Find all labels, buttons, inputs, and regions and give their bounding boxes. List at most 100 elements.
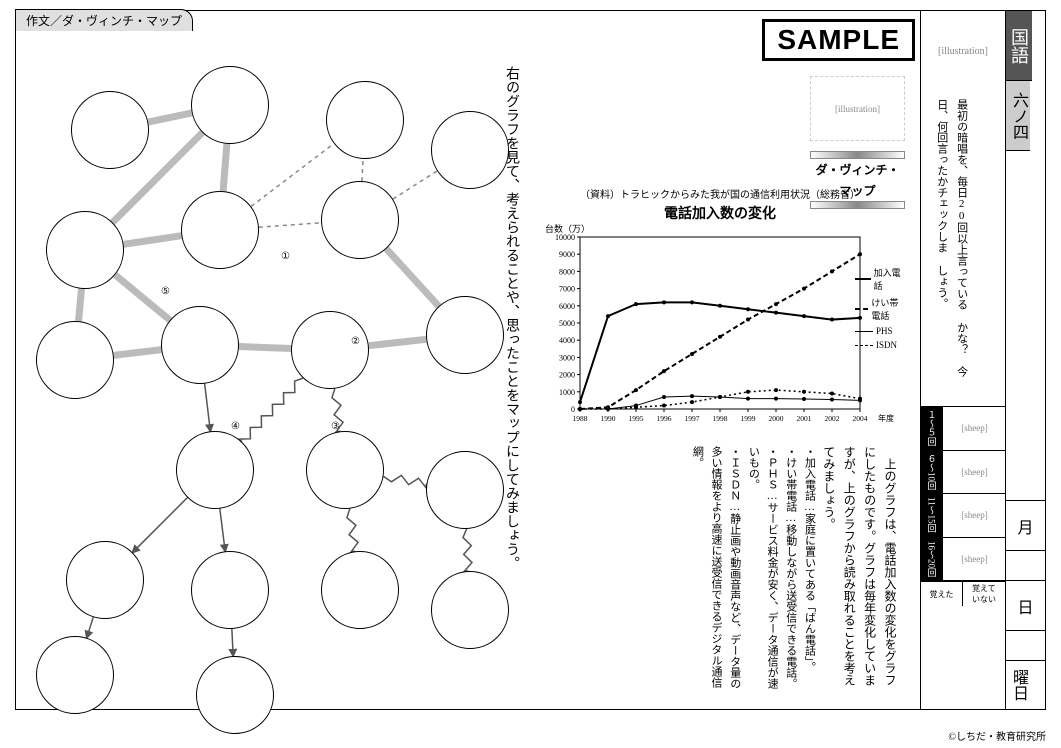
svg-text:8000: 8000 — [559, 267, 575, 276]
chart-legend: 加入電話けい帯電話 PHS ISDN — [855, 266, 905, 354]
right-column: 国語 六ノ四 月 日 曜日 — [1005, 11, 1045, 709]
map-circle[interactable] — [191, 551, 269, 629]
map-label: ④ — [231, 421, 240, 432]
map-label: ① — [281, 251, 290, 262]
svg-text:9000: 9000 — [559, 250, 575, 259]
map-circle[interactable] — [291, 311, 369, 389]
svg-text:2001: 2001 — [797, 414, 812, 423]
svg-text:7000: 7000 — [559, 285, 575, 294]
range-label: ６～10回 — [921, 451, 943, 495]
map-circle[interactable] — [71, 91, 149, 169]
map-circle[interactable] — [426, 296, 504, 374]
remember-row: 覚えた 覚えて いない — [921, 581, 1005, 606]
map-label: ⑤ — [161, 286, 170, 297]
advice-l1: 最初の暗唱を、毎日20回以上言っている — [956, 99, 968, 310]
check-grid: １～５回[sheep]６～10回[sheep]11～15回[sheep]16～2… — [921, 406, 1005, 581]
map-circle[interactable] — [191, 66, 269, 144]
sample-stamp: SAMPLE — [762, 19, 915, 61]
term-item: ・ＰＨＳ…サービス料金が安く、データ通信が速いもの。 — [744, 446, 781, 691]
map-circle[interactable] — [36, 636, 114, 714]
explanation-text: 上のグラフは、電話加入数の変化をグラフにしたものです。グラフは毎年変化しています… — [535, 441, 905, 696]
svg-text:年度: 年度 — [878, 413, 894, 423]
day-label: 日 — [1006, 581, 1045, 631]
map-circle[interactable] — [176, 431, 254, 509]
legend-item: ISDN — [855, 340, 905, 350]
term-item: ・けい帯電話…移動しながら送受信できる電話。 — [781, 446, 800, 691]
svg-text:1990: 1990 — [601, 414, 616, 423]
map-circle[interactable] — [431, 111, 509, 189]
grade-label: 六ノ四 — [1006, 81, 1030, 151]
svg-text:1988: 1988 — [573, 414, 588, 423]
mascot-top: [illustration] — [921, 11, 1005, 91]
chart-source: （資料）トラヒックからみた我が国の通信利用状況（総務省） — [535, 186, 905, 201]
para-1: 上のグラフは、電話加入数の変化をグラフにしたものです。グラフは毎年変化しています… — [818, 446, 900, 691]
sheep-icon: [sheep] — [943, 451, 1006, 495]
advice-text: 最初の暗唱を、毎日20回以上言っている かな？ 今日、何回言ったかチェックしま … — [921, 91, 981, 406]
advice-l3: しょう。 — [936, 265, 948, 309]
svg-text:2000: 2000 — [559, 371, 575, 380]
chart-ylabel: 台数（万） — [545, 222, 590, 235]
map-circle[interactable] — [36, 321, 114, 399]
mascot-center: [illustration] — [810, 76, 905, 141]
range-label: １～５回 — [921, 407, 943, 451]
dow-label: 曜日 — [1006, 661, 1030, 709]
sheep-icon: [sheep] — [943, 538, 1006, 582]
svg-text:1996: 1996 — [657, 414, 672, 423]
map-circle[interactable] — [306, 431, 384, 509]
map-circle[interactable] — [46, 211, 124, 289]
map-circle[interactable] — [196, 656, 274, 734]
chart-title: 電話加入数の変化 — [535, 203, 905, 223]
terms-list: ・加入電話…家庭に置いてある「ばん電話」。・けい帯電話…移動しながら送受信できる… — [688, 446, 819, 691]
chart-box: （資料）トラヒックからみた我が国の通信利用状況（総務省） 電話加入数の変化 台数… — [535, 186, 905, 431]
sheep-icon: [sheep] — [943, 494, 1006, 538]
remember-no[interactable]: 覚えて いない — [963, 581, 1005, 606]
spacer — [1006, 551, 1045, 581]
map-label: ② — [351, 336, 360, 347]
map-circle[interactable] — [66, 541, 144, 619]
davinci-l1: ダ・ヴィンチ・ — [810, 159, 905, 180]
svg-text:1999: 1999 — [741, 414, 756, 423]
map-circle[interactable] — [161, 306, 239, 384]
svg-text:1998: 1998 — [713, 414, 728, 423]
range-label: 16～20回 — [921, 538, 943, 582]
map-circle[interactable] — [326, 81, 404, 159]
svg-text:1997: 1997 — [685, 414, 700, 423]
legend-label: 加入電話 — [874, 266, 905, 292]
near-right-column: [illustration] 最初の暗唱を、毎日20回以上言っている かな？ 今… — [920, 11, 1005, 709]
map-circle[interactable] — [181, 191, 259, 269]
svg-text:1000: 1000 — [559, 388, 575, 397]
gradient-bar — [810, 151, 905, 159]
spacer — [1006, 151, 1045, 501]
svg-text:4000: 4000 — [559, 336, 575, 345]
worksheet-frame: 作文／ダ・ヴィンチ・マップ SAMPLE 国語 六ノ四 月 日 曜日 [illu… — [15, 10, 1046, 710]
svg-text:3000: 3000 — [559, 353, 575, 362]
legend-item: けい帯電話 — [855, 296, 905, 322]
map-circle[interactable] — [431, 571, 509, 649]
svg-text:6000: 6000 — [559, 302, 575, 311]
month-label: 月 — [1006, 501, 1045, 551]
svg-text:2002: 2002 — [825, 414, 840, 423]
svg-text:5000: 5000 — [559, 319, 575, 328]
legend-item: PHS — [855, 326, 905, 336]
subject-label: 国語 — [1006, 11, 1032, 81]
tab-label: 作文／ダ・ヴィンチ・マップ — [15, 9, 193, 31]
svg-text:1995: 1995 — [629, 414, 644, 423]
legend-label: ISDN — [876, 340, 897, 350]
legend-item: 加入電話 — [855, 266, 905, 292]
svg-text:2000: 2000 — [769, 414, 784, 423]
map-circle[interactable] — [321, 181, 399, 259]
term-item: ・加入電話…家庭に置いてある「ばん電話」。 — [800, 446, 819, 691]
map-circle[interactable] — [321, 551, 399, 629]
map-circle[interactable] — [426, 451, 504, 529]
map-label: ③ — [331, 421, 340, 432]
copyright: ©しちだ・教育研究所 — [948, 728, 1046, 743]
svg-text:2004: 2004 — [853, 414, 868, 423]
term-item: ・ＩＳＤＮ…静止画や動画音声など、データ量の多い情報をより高速に送受信できるデジ… — [688, 446, 744, 691]
sheep-icon: [sheep] — [943, 407, 1006, 451]
svg-text:0: 0 — [571, 405, 575, 414]
mind-map: ① ② ③ ④ ⑤ — [31, 61, 511, 701]
chart-svg: 0100020003000400050006000700080009000100… — [535, 227, 905, 437]
legend-label: けい帯電話 — [871, 296, 905, 322]
remember-yes[interactable]: 覚えた — [921, 581, 963, 606]
legend-label: PHS — [876, 326, 893, 336]
